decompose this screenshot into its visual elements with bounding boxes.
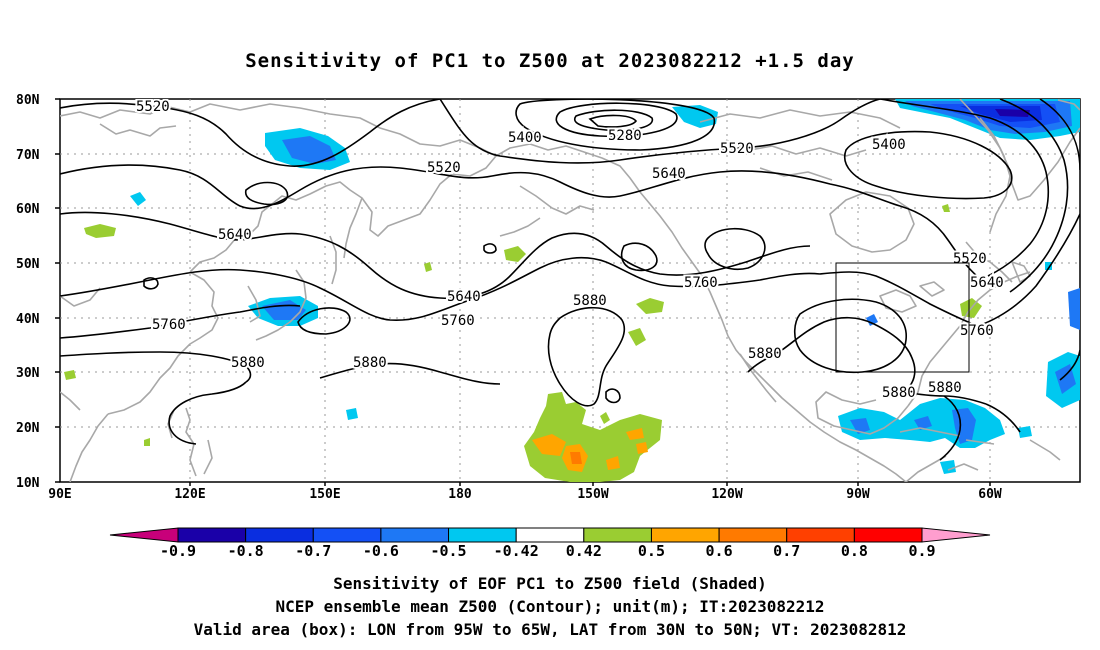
colorbar-tick-label: 0.8 [840,542,868,560]
contour-label-group: 5520 5400 5280 5520 5520 5640 5400 5640 … [134,99,1006,403]
contour-label: 5760 [152,317,186,333]
lon-label: 60W [978,487,1002,502]
caption-line-3: Valid area (box): LON from 95W to 65W, L… [193,620,907,639]
colorbar-swatch [583,527,652,543]
colorbar-swatch [650,527,720,543]
contour-label: 5400 [508,130,542,146]
contour-label: 5880 [231,355,265,371]
lon-label: 120E [174,487,205,502]
lon-label: 90E [48,487,71,502]
colorbar-swatch [718,527,788,543]
sensitivity-shading [64,99,1080,482]
contour-label: 5520 [136,99,170,115]
coastlines [60,99,1080,482]
lon-label: 90W [846,487,870,502]
contour-label: 5760 [960,323,994,339]
colorbar-swatch [448,527,517,543]
valid-area-box [835,262,970,373]
colorbar-swatch [853,527,923,543]
map-title: Sensitivity of PC1 to Z500 at 2023082212… [245,50,855,72]
contour-label: 5760 [441,313,475,329]
lon-label: 180 [448,487,472,502]
contour-label: 5520 [953,251,987,267]
longitude-labels: 90E 120E 150E 180 150W 120W 90W 60W [48,487,1002,502]
lat-label: 40N [16,312,40,327]
colorbar-tick-label: -0.42 [493,542,539,560]
caption-line-2: NCEP ensemble mean Z500 (Contour); unit(… [275,597,825,616]
colorbar-tick-label: 0.42 [565,542,602,560]
colorbar-tick-label: -0.5 [430,542,467,560]
contour-label: 5880 [928,380,962,396]
latitude-labels: 80N 70N 60N 50N 40N 30N 20N 10N [16,93,40,491]
contour-label: 5760 [684,275,718,291]
contour-label: 5640 [447,289,481,305]
lat-label: 70N [16,148,40,163]
colorbar-swatch [515,527,585,543]
caption-line-1: Sensitivity of EOF PC1 to Z500 field (Sh… [333,574,767,593]
latitude-ticks [55,98,60,483]
colorbar-tick-label: 0.5 [637,542,665,560]
contour-label: 5880 [573,293,607,309]
contour-label: 5880 [353,355,387,371]
colorbar-tick-label: 0.7 [773,542,801,560]
colorbar-low-triangle [109,527,179,543]
lon-label: 150W [577,487,608,502]
contour-label: 5640 [218,227,252,243]
contour-label: 5520 [720,141,754,157]
lat-label: 60N [16,202,40,217]
z500-contours [60,99,1080,461]
colorbar-tick-label: -0.9 [159,542,197,560]
lat-label: 20N [16,421,40,436]
colorbar-tick-label: -0.6 [362,542,399,560]
lat-label: 30N [16,366,40,381]
colorbar-swatch [786,527,855,543]
longitude-ticks [189,482,991,486]
contour-label: 5880 [882,385,916,401]
contour-label: 5520 [427,160,461,176]
colorbar-swatch [245,527,314,543]
contour-label: 5640 [652,166,686,182]
contour-label: 5640 [970,275,1004,291]
colorbar-swatch [312,527,382,543]
colorbar-tick-label: 0.6 [705,542,733,560]
lon-label: 120W [711,487,742,502]
lon-label: 150E [309,487,340,502]
colorbar-tick-label: -0.8 [227,542,264,560]
contour-label: 5880 [748,346,782,362]
colorbar-swatch [380,527,450,543]
lat-label: 50N [16,257,40,272]
colorbar-swatch [177,527,247,543]
colorbar [109,527,991,543]
lat-label: 10N [16,476,40,491]
contour-label: 5280 [608,128,642,144]
lat-label: 80N [16,93,40,108]
contour-label: 5400 [872,137,906,153]
colorbar-tick-label: -0.7 [295,542,332,560]
colorbar-high-triangle [921,527,991,543]
colorbar-tick-label: 0.9 [908,542,936,560]
